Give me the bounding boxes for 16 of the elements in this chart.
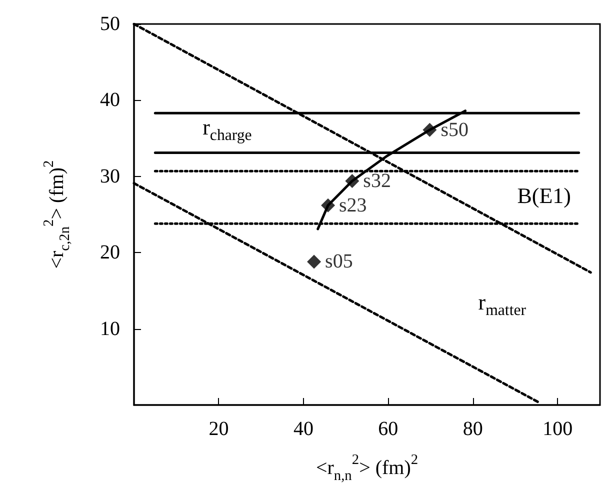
y-axis-title: <rc,2n2> (fm)2 — [41, 160, 73, 269]
x-tick-label: 60 — [378, 418, 398, 440]
y-tick-label: 30 — [100, 165, 120, 188]
x-tick-label: 40 — [293, 418, 314, 440]
y-tick-label: 50 — [100, 13, 120, 35]
y-tick-label: 10 — [100, 318, 120, 340]
data-label: s23 — [339, 194, 367, 216]
y-tick-label: 40 — [100, 89, 120, 112]
y-tick-label: 20 — [100, 242, 120, 264]
annotation: B(E1) — [517, 182, 571, 208]
x-tick-label: 20 — [208, 418, 229, 440]
data-label: s50 — [440, 118, 468, 141]
x-tick-label: 80 — [462, 418, 483, 440]
x-tick-label: 100 — [542, 418, 573, 440]
data-label: s32 — [363, 170, 391, 192]
data-label: s05 — [325, 250, 353, 273]
